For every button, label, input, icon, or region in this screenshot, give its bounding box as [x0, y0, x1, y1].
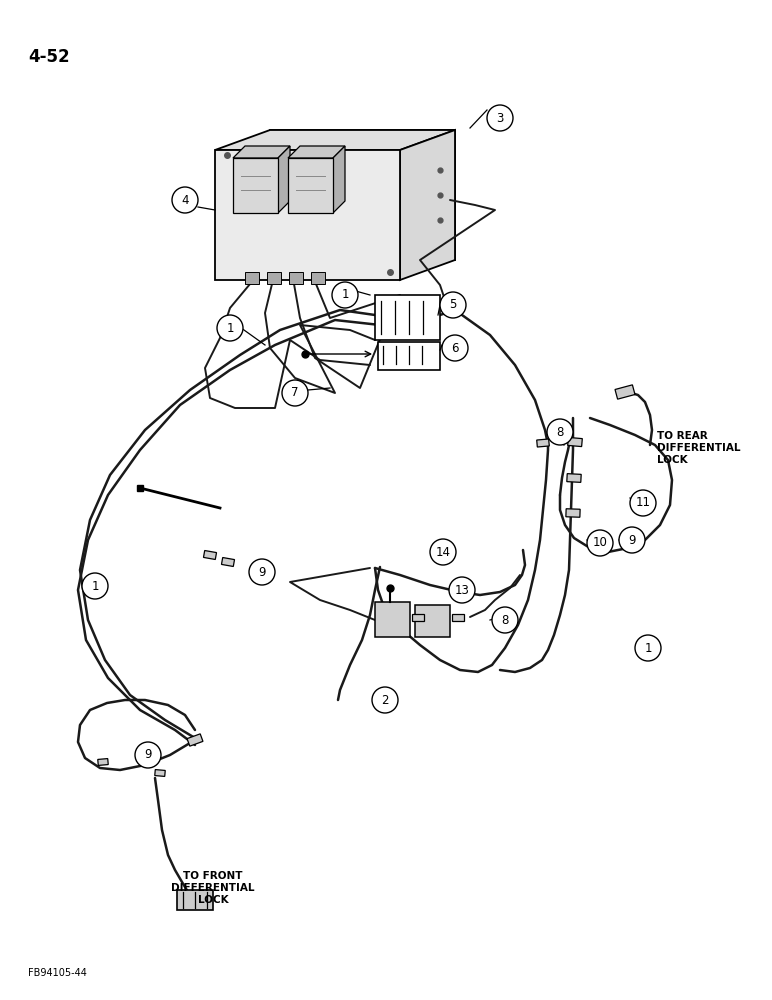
Bar	[378, 342, 440, 370]
Text: 2: 2	[381, 694, 389, 706]
Bar	[412, 613, 424, 620]
Polygon shape	[215, 150, 400, 280]
Bar	[311, 272, 325, 284]
Bar	[288, 158, 333, 213]
Text: 9: 9	[144, 748, 152, 762]
Text: 10: 10	[593, 536, 608, 550]
Bar	[452, 613, 464, 620]
Circle shape	[82, 573, 108, 599]
Circle shape	[635, 635, 661, 661]
Bar	[615, 385, 635, 399]
Text: 1: 1	[226, 322, 234, 334]
Polygon shape	[288, 146, 345, 158]
Polygon shape	[278, 146, 290, 213]
Text: 1: 1	[91, 580, 99, 592]
Circle shape	[547, 419, 573, 445]
Text: 9: 9	[628, 534, 636, 546]
Text: 3: 3	[496, 111, 503, 124]
Polygon shape	[400, 130, 455, 280]
Polygon shape	[215, 130, 455, 150]
Bar	[375, 295, 440, 340]
Circle shape	[440, 292, 466, 318]
Text: 4-52: 4-52	[28, 48, 69, 66]
Bar	[98, 759, 108, 765]
Text: 14: 14	[435, 546, 451, 558]
Circle shape	[449, 577, 475, 603]
Text: TO FRONT
DIFFERENTIAL
LOCK: TO FRONT DIFFERENTIAL LOCK	[171, 871, 255, 905]
Circle shape	[135, 742, 161, 768]
Text: 9: 9	[259, 566, 266, 578]
Bar	[267, 272, 281, 284]
Bar	[245, 272, 259, 284]
Circle shape	[372, 687, 398, 713]
Bar	[566, 509, 580, 517]
Bar	[567, 437, 582, 447]
Text: 11: 11	[635, 496, 651, 510]
Text: FB94105-44: FB94105-44	[28, 968, 87, 978]
Text: 4: 4	[181, 194, 188, 207]
Text: 5: 5	[449, 298, 457, 312]
Text: 1: 1	[645, 642, 652, 654]
Bar	[233, 158, 278, 213]
Text: TO REAR
DIFFERENTIAL
LOCK: TO REAR DIFFERENTIAL LOCK	[657, 431, 740, 465]
Circle shape	[430, 539, 456, 565]
Text: 8: 8	[501, 613, 509, 626]
Circle shape	[172, 187, 198, 213]
Bar	[204, 551, 216, 559]
Bar	[222, 558, 235, 566]
Bar	[375, 602, 410, 637]
Circle shape	[217, 315, 243, 341]
Polygon shape	[233, 146, 290, 158]
Circle shape	[492, 607, 518, 633]
Bar	[154, 770, 165, 776]
Polygon shape	[333, 146, 345, 213]
Circle shape	[282, 380, 308, 406]
Text: 1: 1	[341, 288, 349, 302]
FancyBboxPatch shape	[177, 890, 213, 910]
Text: 7: 7	[291, 386, 299, 399]
Bar	[289, 272, 303, 284]
Text: 6: 6	[452, 342, 459, 355]
Text: 8: 8	[557, 426, 564, 438]
Circle shape	[332, 282, 358, 308]
Circle shape	[619, 527, 645, 553]
Bar	[537, 439, 550, 447]
Bar	[567, 474, 581, 482]
Bar	[415, 605, 450, 637]
Circle shape	[249, 559, 275, 585]
Text: 13: 13	[455, 584, 469, 596]
Polygon shape	[270, 130, 455, 260]
Bar	[187, 734, 203, 746]
Circle shape	[630, 490, 656, 516]
Circle shape	[487, 105, 513, 131]
Circle shape	[587, 530, 613, 556]
Circle shape	[442, 335, 468, 361]
